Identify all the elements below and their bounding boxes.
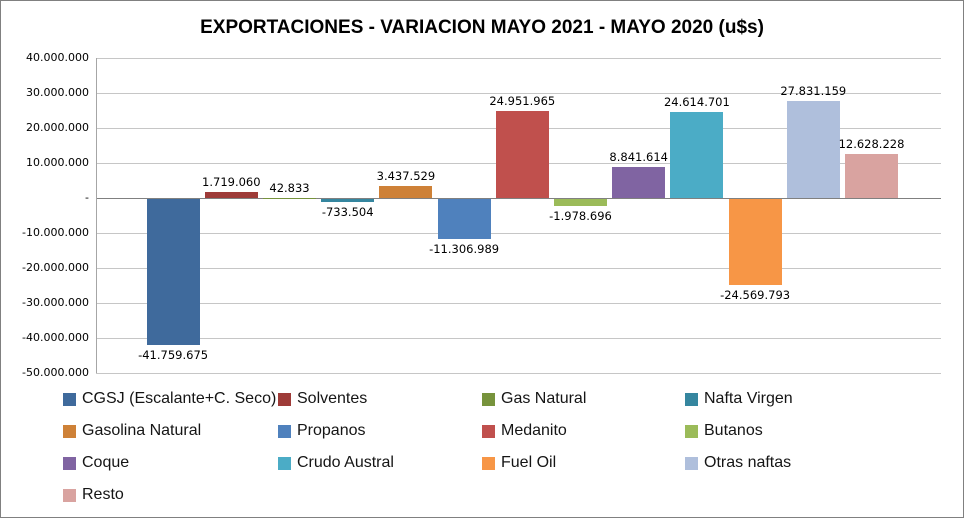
legend-swatch-icon: [685, 424, 698, 438]
bar-value-label: -11.306.989: [429, 241, 500, 256]
legend-item-10: Crudo Austral: [278, 452, 482, 474]
gridline: [96, 57, 941, 59]
bar-value-label: 24.614.701: [663, 94, 730, 109]
legend-item-6: Propanos: [278, 420, 482, 442]
bar-value-label: 1.719.060: [202, 174, 261, 189]
legend-item-1: CGSJ (Escalante+C. Seco): [63, 388, 278, 410]
gridline: [96, 337, 941, 339]
zero-axis-line: [96, 197, 941, 199]
legend-item-7: Medanito: [482, 420, 685, 442]
legend-swatch-icon: [482, 456, 495, 470]
legend-swatch-icon: [278, 456, 291, 470]
legend-label: Nafta Virgen: [704, 390, 793, 407]
legend-swatch-icon: [685, 392, 698, 406]
y-tick-label: 40.000.000: [26, 51, 89, 64]
legend-item-2: Solventes: [278, 388, 482, 410]
bar-value-label: -1.978.696: [549, 208, 612, 223]
legend-item-13: Resto: [63, 484, 278, 506]
gridline: [96, 267, 941, 269]
legend-label: Medanito: [501, 422, 567, 439]
legend-item-4: Nafta Virgen: [685, 388, 923, 410]
bar-8: [554, 199, 607, 206]
legend-label: Butanos: [704, 422, 763, 439]
bar-13: [845, 153, 898, 198]
legend-item-8: Butanos: [685, 420, 923, 442]
y-tick-label: -30.000.000: [22, 296, 89, 309]
chart-title: EXPORTACIONES - VARIACION MAYO 2021 - MA…: [200, 17, 764, 38]
bar-11: [728, 199, 782, 285]
bar-7: [495, 110, 549, 198]
legend-swatch-icon: [482, 392, 495, 406]
bar-2: [204, 191, 258, 198]
y-tick-label: 30.000.000: [26, 86, 89, 99]
legend-swatch-icon: [278, 424, 291, 438]
bar-10: [670, 111, 724, 198]
legend-label: Fuel Oil: [501, 454, 557, 471]
gridline: [96, 232, 941, 234]
legend-item-11: Fuel Oil: [482, 452, 685, 474]
bar-value-label: 24.951.965: [489, 93, 556, 108]
legend-swatch-icon: [63, 424, 76, 438]
bar-value-label: 12.628.228: [838, 136, 905, 151]
gridline: [96, 92, 941, 94]
chart-legend: CGSJ (Escalante+C. Seco) Solventes Gas Nat…: [63, 388, 923, 506]
legend-label: Gasolina Natural: [82, 422, 202, 439]
legend-label: Gas Natural: [501, 390, 587, 407]
bar-value-label: -24.569.793: [720, 287, 791, 302]
legend-swatch-icon: [63, 488, 76, 502]
bar-value-label: 27.831.159: [780, 83, 847, 98]
legend-item-12: Otras naftas: [685, 452, 923, 474]
y-tick-label: -20.000.000: [22, 261, 89, 274]
bar-value-label: 8.841.614: [609, 150, 668, 165]
bar-5: [379, 185, 433, 198]
legend-label: Otras naftas: [704, 454, 792, 471]
legend-label: CGSJ (Escalante+C. Seco): [82, 390, 277, 407]
y-tick-label: -40.000.000: [22, 331, 89, 344]
legend-swatch-icon: [278, 392, 291, 406]
legend-label: Solventes: [297, 390, 368, 407]
bar-6: [437, 199, 491, 239]
legend-label: Crudo Austral: [297, 454, 394, 471]
bar-12: [786, 100, 840, 198]
legend-label: Propanos: [297, 422, 366, 439]
gridline: [96, 302, 941, 304]
y-tick-label: 20.000.000: [26, 121, 89, 134]
legend-item-5: Gasolina Natural: [63, 420, 278, 442]
y-tick-label: 10.000.000: [26, 156, 89, 169]
legend-swatch-icon: [63, 392, 76, 406]
y-tick-label: -50.000.000: [22, 366, 89, 379]
legend-label: Coque: [82, 454, 130, 471]
bar-9: [612, 167, 666, 198]
legend-swatch-icon: [685, 456, 698, 470]
y-axis-line: [96, 58, 97, 373]
bar-4: [321, 199, 375, 202]
y-tick-label: -10.000.000: [22, 226, 89, 239]
bar-value-label: 3.437.529: [376, 168, 436, 183]
legend-swatch-icon: [63, 456, 76, 470]
bar-1: [146, 199, 200, 346]
legend-item-9: Coque: [63, 452, 278, 474]
gridline: [96, 372, 941, 374]
bar-value-label: -41.759.675: [138, 348, 209, 363]
legend-label: Resto: [82, 486, 124, 503]
bar-value-label: -733.504: [321, 204, 374, 219]
legend-item-3: Gas Natural: [482, 388, 685, 410]
legend-swatch-icon: [482, 424, 495, 438]
bar-value-label: 42.833: [269, 180, 310, 195]
y-tick-label: -: [85, 191, 89, 204]
